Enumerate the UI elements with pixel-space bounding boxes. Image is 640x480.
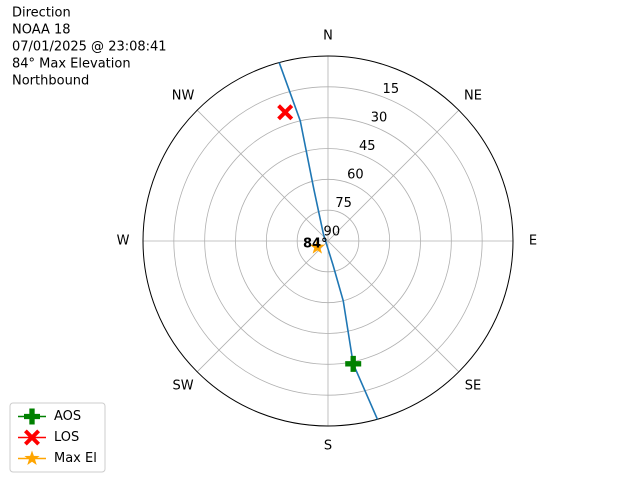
theta-tick-label: N <box>323 29 333 44</box>
legend-label: LOS <box>54 430 79 445</box>
max-el-annotation: 84° <box>303 237 328 252</box>
r-tick-label: 30 <box>371 110 388 125</box>
legend-marker <box>24 408 40 425</box>
grid-spoke <box>196 240 329 373</box>
theta-tick-label: NW <box>172 89 195 104</box>
r-tick-label: 75 <box>335 196 352 211</box>
title-line: NOAA 18 <box>12 23 71 38</box>
theta-tick-label: SE <box>465 378 481 393</box>
grid-spoke <box>196 109 329 242</box>
legend-marker <box>24 450 40 465</box>
grid-spoke <box>327 240 460 373</box>
theta-tick-label: S <box>324 439 332 454</box>
title-line: 07/01/2025 @ 23:08:41 <box>12 40 167 55</box>
theta-tick-label: E <box>529 234 537 249</box>
r-tick-label: 90 <box>324 224 341 239</box>
pass-marker <box>345 355 362 372</box>
grid-spoke <box>327 109 460 242</box>
theta-tick-label: SW <box>172 378 193 393</box>
legend-label: AOS <box>54 409 81 424</box>
theta-tick-label: NE <box>464 89 482 104</box>
r-tick-label: 45 <box>359 139 376 154</box>
title-line: Direction <box>12 6 71 21</box>
title-line: Northbound <box>12 74 89 89</box>
r-tick-label: 60 <box>347 167 364 182</box>
track-line <box>278 62 379 420</box>
pass-marker <box>309 239 325 254</box>
title-line: 84° Max Elevation <box>12 57 131 72</box>
legend-label: Max El <box>54 451 97 466</box>
legend-marker <box>24 429 40 446</box>
theta-tick-label: W <box>117 234 130 249</box>
polar-frame <box>142 55 514 427</box>
r-tick-label: 15 <box>383 82 400 97</box>
legend: AOS LOS Max El <box>9 402 106 473</box>
pass-marker <box>277 104 294 121</box>
